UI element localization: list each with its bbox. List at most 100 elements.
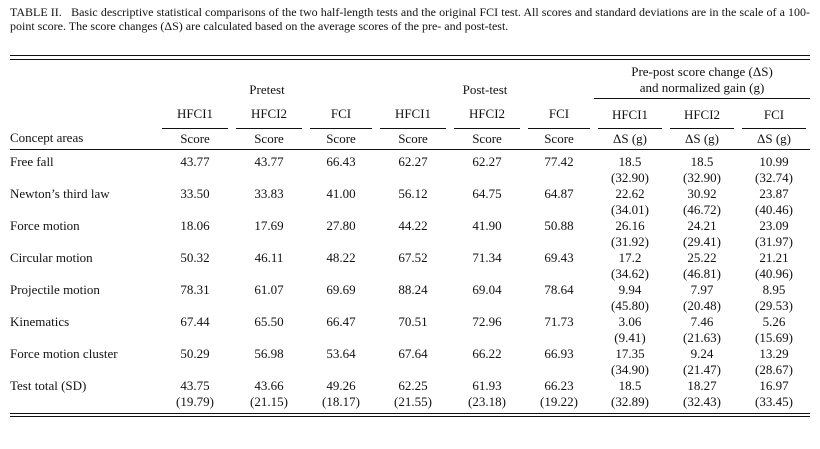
cell-sd: (46.81) <box>683 265 721 281</box>
change-cell: 9.94 (45.80) <box>594 282 666 314</box>
change-cell: 18.5 (32.90) <box>594 154 666 186</box>
pretest-score-cell: 50.32 <box>180 249 210 265</box>
cell-value: 7.46 <box>690 313 714 329</box>
pretest-score-cell: 53.64 <box>326 345 356 361</box>
concept-cell: Free fall <box>10 153 54 169</box>
table-row: Kinematics 67.44 65.50 66.47 70.51 72.96 71.73… <box>10 314 810 346</box>
change-group-title-1: Pre-post score change (ΔS) <box>631 64 773 79</box>
change-cell: 18.5 (32.89) <box>594 378 666 410</box>
posttest-score-cell: 62.27 <box>472 153 502 169</box>
change-header: ΔS (g) <box>757 130 791 146</box>
posttest-score-cell: 66.93 <box>544 345 574 361</box>
cell-value: 18.27 <box>687 377 717 393</box>
change-cell: 13.29 (28.67) <box>738 346 810 378</box>
posttest-score-cell: 70.51 <box>398 313 428 329</box>
cell-value: 24.21 <box>687 217 717 233</box>
cell-sd: (32.90) <box>683 169 721 185</box>
table-top-rule <box>10 55 810 60</box>
pretest-score-cell: 50.29 <box>180 345 210 361</box>
cell-value: 8.95 <box>762 281 786 297</box>
cell-value: 16.97 <box>759 377 789 393</box>
pretest-score-cell: 27.80 <box>326 217 356 233</box>
score-header: Score <box>180 130 210 146</box>
pretest-score-cell: 66.47 <box>326 313 356 329</box>
test-name-change-hfci2: HFCI2 <box>666 97 738 125</box>
table-caption: TABLE II. Basic descriptive statistical … <box>10 5 810 33</box>
pretest-score-cell: 69.69 <box>326 281 356 297</box>
concept-cell: Kinematics <box>10 313 70 329</box>
table-row: Projectile motion 78.31 61.07 69.69 88.24 69.… <box>10 282 810 314</box>
pretest-score-cell: 61.07 <box>254 281 284 297</box>
cell-sd: (32.43) <box>683 393 721 409</box>
posttest-score-cell: 50.88 <box>544 217 574 233</box>
change-cell: 16.97 (33.45) <box>738 378 810 410</box>
cell-sd: (29.53) <box>755 297 793 313</box>
change-group-title-2: and normalized gain (g) <box>639 80 765 95</box>
cell-sd: (40.46) <box>755 201 793 217</box>
pretest-score-cell: 33.83 <box>254 185 284 201</box>
change-cell: 22.62 (34.01) <box>594 186 666 218</box>
posttest-score-cell: 64.75 <box>472 185 502 201</box>
pretest-score-cell: 43.77 <box>254 153 284 169</box>
change-cell: 23.87 (40.46) <box>738 186 810 218</box>
cell-sd: (34.90) <box>611 361 649 377</box>
cell-sd: (9.41) <box>614 329 646 345</box>
posttest-score-cell: 72.96 <box>472 313 502 329</box>
change-cell: 17.35 (34.90) <box>594 346 666 378</box>
cell-sd: (40.96) <box>755 265 793 281</box>
header-row-groups-2: Pretest Post-test and normalized gain (g… <box>10 80 810 98</box>
pretest-score-cell: 43.66 (21.15) <box>232 378 306 410</box>
caption-label: TABLE II. <box>10 5 62 19</box>
posttest-score-cell: 69.04 <box>472 281 502 297</box>
table-body: Pre-post score change (ΔS) Pretest Post-… <box>10 60 811 413</box>
cell-value: 5.26 <box>762 313 786 329</box>
concept-cell: Test total (SD) <box>10 377 87 393</box>
pretest-score-cell: 43.77 <box>180 153 210 169</box>
concept-cell: Projectile motion <box>10 281 100 297</box>
pretest-score-cell: 46.11 <box>254 249 284 265</box>
change-header: ΔS (g) <box>685 130 719 146</box>
score-header: Score <box>544 130 574 146</box>
posttest-score-cell: 44.22 <box>398 217 428 233</box>
pretest-score-cell: 56.98 <box>254 345 284 361</box>
table-bottom-rule <box>10 412 810 417</box>
cell-value: 49.26 <box>326 377 356 393</box>
change-cell: 18.27 (32.43) <box>666 378 738 410</box>
change-cell: 5.26 (15.69) <box>738 314 810 346</box>
concept-cell: Force motion <box>10 217 80 233</box>
posttest-score-cell: 71.34 <box>472 249 502 265</box>
cell-value: 13.29 <box>759 345 789 361</box>
cell-value: 66.23 <box>544 377 574 393</box>
cell-sd: (32.89) <box>611 393 649 409</box>
cell-sd: (33.45) <box>755 393 793 409</box>
cell-sd: (18.17) <box>322 393 360 409</box>
change-cell: 30.92 (46.72) <box>666 186 738 218</box>
cell-sd: (31.92) <box>611 233 649 249</box>
cell-value: 61.93 <box>472 377 502 393</box>
cell-sd: (46.72) <box>683 201 721 217</box>
pretest-score-cell: 65.50 <box>254 313 284 329</box>
posttest-score-cell: 66.22 <box>472 345 502 361</box>
change-cell: 23.09 (31.97) <box>738 218 810 250</box>
cell-value: 18.5 <box>618 153 642 169</box>
table-row: Circular motion 50.32 46.11 48.22 67.52 71.34… <box>10 250 810 282</box>
test-name-pre-hfci2: HFCI2 <box>250 106 288 121</box>
posttest-score-cell: 67.52 <box>398 249 428 265</box>
change-cell: 24.21 (29.41) <box>666 218 738 250</box>
cell-value: 18.5 <box>690 153 714 169</box>
pretest-group-title: Pretest <box>249 82 285 97</box>
concept-cell: Newton’s third law <box>10 185 110 201</box>
cell-sd: (15.69) <box>755 329 793 345</box>
pretest-score-cell: 18.06 <box>180 217 210 233</box>
cell-value: 22.62 <box>615 185 645 201</box>
cell-sd: (34.01) <box>611 201 649 217</box>
change-cell: 7.46 (21.63) <box>666 314 738 346</box>
cell-value: 62.25 <box>398 377 428 393</box>
concept-areas-header: Concept areas <box>10 129 84 145</box>
cell-value: 9.24 <box>690 345 714 361</box>
cell-value: 23.87 <box>759 185 789 201</box>
cell-sd: (19.22) <box>540 393 578 409</box>
cell-value: 9.94 <box>618 281 642 297</box>
change-cell: 21.21 (40.96) <box>738 250 810 282</box>
test-name-change-hfci1: HFCI1 <box>594 97 666 125</box>
